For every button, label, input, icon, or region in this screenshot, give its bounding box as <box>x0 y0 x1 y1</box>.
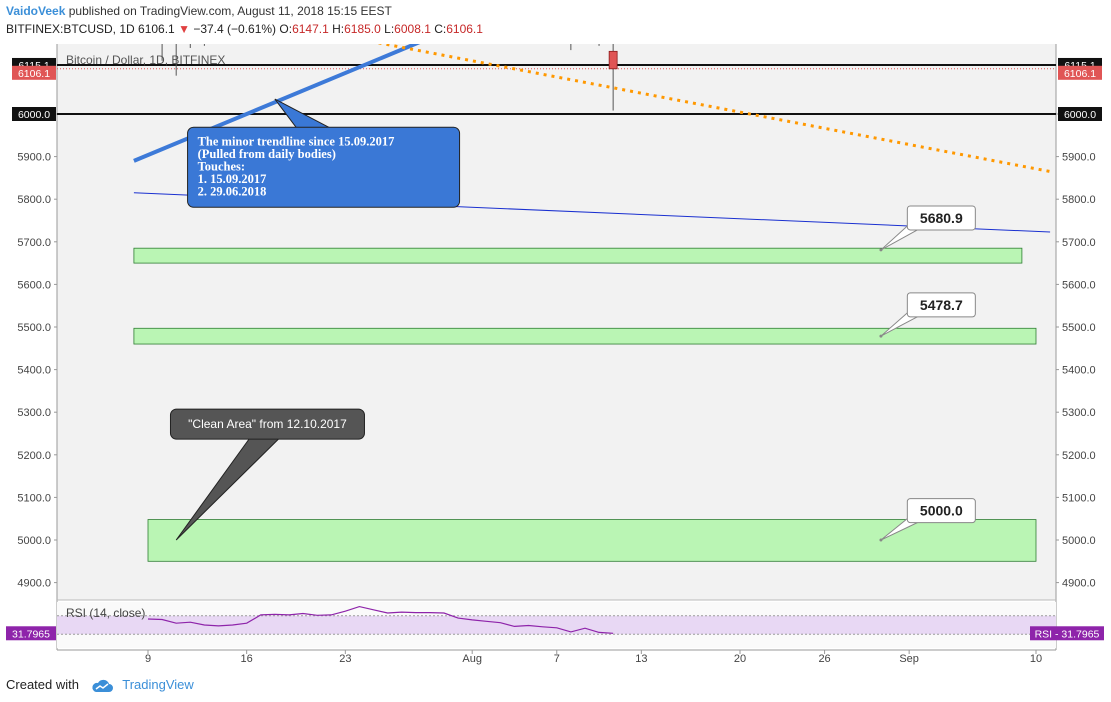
price-label-box <box>906 498 976 524</box>
price-label-anchor <box>879 538 883 542</box>
y-tick-label-left: 4900.0 <box>17 578 51 590</box>
price-label-anchor <box>879 248 883 252</box>
minor-trendline-note-line: 1. 15.09.2017 <box>198 172 267 186</box>
tradingview-cloud-icon <box>91 679 113 692</box>
y-tick-label-left: 5400.0 <box>17 365 51 377</box>
x-tick-label: 20 <box>734 653 746 665</box>
minor-trendline-note-line: (Pulled from daily bodies) <box>198 147 336 161</box>
rsi-line <box>147 605 614 634</box>
y-tick-label-left: 5200.0 <box>17 450 51 462</box>
price-tag-right-text: 6106.1 <box>1064 68 1096 80</box>
support-zone-1 <box>133 247 1023 264</box>
rsi-band <box>57 615 1056 635</box>
price-label-text: 5000.0 <box>920 503 963 519</box>
support-zone-3 <box>147 519 1037 562</box>
y-tick-label-right: 5700.0 <box>1062 237 1096 249</box>
price-tag-left <box>12 107 56 121</box>
y-tick-label-right: 5000.0 <box>1062 535 1096 547</box>
price-tag-left <box>12 65 56 80</box>
clean-area-note-box <box>169 408 365 440</box>
high-label: H: <box>332 22 345 36</box>
y-tick-label-left: 5500.0 <box>17 322 51 334</box>
y-tick-label-left: 5800.0 <box>17 194 51 206</box>
y-tick-label-right: 4900.0 <box>1062 578 1096 590</box>
symbol-name: BITFINEX:BTCUSD, 1D <box>6 22 135 36</box>
open-value: 6147.1 <box>292 22 329 36</box>
x-tick-label: 9 <box>145 653 151 665</box>
close-value: 6106.1 <box>446 22 483 36</box>
tradingview-link[interactable]: TradingView <box>122 677 194 692</box>
price-label-anchor <box>879 334 883 338</box>
y-tick-label-right: 5100.0 <box>1062 492 1096 504</box>
price-chart[interactable]: 4900.0 4900.0 5000.0 5000.0 5100.0 5100.0 5200… <box>0 40 1111 670</box>
trendline-orange <box>376 44 1051 173</box>
created-with-label: Created with <box>6 677 79 692</box>
x-tick-label: Aug <box>462 653 482 665</box>
author-link[interactable]: VaidoVeek <box>6 4 66 18</box>
close-label: C: <box>434 22 447 36</box>
price-tag-right-text: 6000.0 <box>1064 109 1096 121</box>
y-tick-label-right: 5900.0 <box>1062 152 1096 164</box>
y-tick-label-left: 5100.0 <box>17 492 51 504</box>
y-tick-label-left: 5900.0 <box>17 152 51 164</box>
y-tick-label-right: 5300.0 <box>1062 407 1096 419</box>
rsi-tag-left-text: 31.7965 <box>12 628 50 640</box>
y-tick-label-left: 5300.0 <box>17 407 51 419</box>
publish-info: published on TradingView.com, August 11,… <box>68 4 392 18</box>
price-label-text: 5680.9 <box>920 210 963 226</box>
x-tick-label: 23 <box>339 653 351 665</box>
price-label-box <box>906 205 976 231</box>
minor-trendline-note-line: Touches: <box>198 159 245 173</box>
y-tick-label-left: 5700.0 <box>17 237 51 249</box>
rsi-tag-right <box>1030 626 1104 641</box>
rsi-tag-left <box>6 626 56 641</box>
publish-header: VaidoVeek published on TradingView.com, … <box>6 4 392 18</box>
y-tick-label-right: 5600.0 <box>1062 279 1096 291</box>
rsi-label: RSI (14, close) <box>66 606 145 620</box>
y-tick-label-right: 5800.0 <box>1062 194 1096 206</box>
y-tick-label-right: 5500.0 <box>1062 322 1096 334</box>
support-zone-2 <box>133 327 1037 345</box>
symbol-header: BITFINEX:BTCUSD, 1D 6106.1 ▼ −37.4 (−0.6… <box>6 22 483 36</box>
price-tag-left-text: 6000.0 <box>18 109 50 121</box>
minor-trendline-note-line: 2. 29.06.2018 <box>198 184 267 198</box>
last-price: 6106.1 <box>138 22 175 36</box>
y-tick-label-right: 5400.0 <box>1062 365 1096 377</box>
x-tick-label: Sep <box>899 653 919 665</box>
y-tick-label-left: 5000.0 <box>17 535 51 547</box>
x-tick-label: 26 <box>818 653 830 665</box>
x-tick-label: 7 <box>554 653 560 665</box>
y-tick-label-right: 5200.0 <box>1062 450 1096 462</box>
price-tag-right <box>1058 107 1102 121</box>
clean-area-note-line: "Clean Area" from 12.10.2017 <box>188 417 347 431</box>
footer: Created with TradingView <box>6 677 194 693</box>
minor-trendline-note-line: The minor trendline since 15.09.2017 <box>198 134 395 148</box>
open-label: O: <box>279 22 293 36</box>
high-value: 6185.0 <box>344 22 381 36</box>
x-tick-label: 16 <box>241 653 253 665</box>
price-tag-left-text: 6106.1 <box>18 68 50 80</box>
x-tick-label: 10 <box>1030 653 1042 665</box>
price-label-text: 5478.7 <box>920 297 963 313</box>
low-value: 6008.1 <box>394 22 431 36</box>
x-tick-label: 13 <box>635 653 647 665</box>
low-label: L: <box>384 22 395 36</box>
y-tick-label-left: 5600.0 <box>17 279 51 291</box>
chart-title: Bitcoin / Dollar, 1D, BITFINEX <box>66 53 225 67</box>
down-arrow-icon: ▼ <box>178 22 190 36</box>
price-change: −37.4 (−0.61%) <box>193 22 277 36</box>
rsi-tag-right-text: RSI - 31.7965 <box>1035 628 1100 640</box>
price-tag-right <box>1058 65 1102 80</box>
minor-trendline-note-box <box>187 126 461 208</box>
price-label-box <box>906 292 976 318</box>
candle-body <box>608 50 618 70</box>
